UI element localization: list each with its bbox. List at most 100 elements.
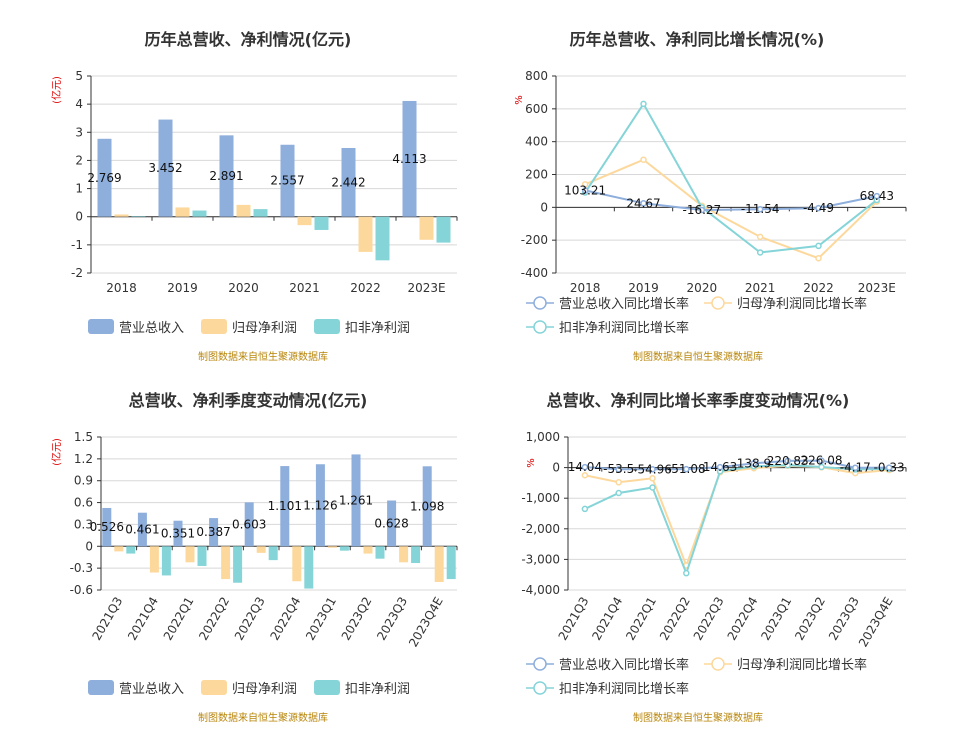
data-label: 0.461 bbox=[125, 522, 159, 536]
point-revenue bbox=[750, 460, 758, 467]
data-label: 2.891 bbox=[209, 169, 243, 183]
x-tick-label: 2019 bbox=[167, 281, 198, 295]
bar-deducted bbox=[436, 216, 451, 243]
bar-deducted bbox=[411, 546, 421, 564]
y-axis-unit: (亿元) bbox=[50, 76, 63, 104]
y-tick-label: -3,000 bbox=[521, 552, 560, 566]
bar-net_profit bbox=[434, 546, 444, 582]
bar-revenue bbox=[209, 518, 219, 547]
legend-swatch-marker bbox=[533, 657, 547, 671]
x-tick-label: 2020 bbox=[228, 281, 259, 295]
y-tick-label: 0 bbox=[540, 200, 548, 214]
bar-revenue bbox=[280, 466, 290, 547]
point-revenue bbox=[581, 463, 589, 471]
bar-revenue bbox=[341, 147, 356, 217]
point-revenue bbox=[698, 206, 706, 214]
point-revenue bbox=[716, 463, 724, 471]
bar-revenue bbox=[102, 507, 112, 547]
chart-quarterly_growth: 总营收、净利同比增长率季度变动情况(%)% -4,000 -3,000 -2,000 -… bbox=[521, 391, 907, 724]
data-label: 4.113 bbox=[392, 152, 426, 166]
bar-revenue bbox=[219, 135, 234, 217]
point-revenue bbox=[784, 457, 791, 465]
data-label: 103.21 bbox=[564, 183, 606, 197]
bar-deducted bbox=[161, 546, 171, 576]
point-revenue bbox=[649, 466, 656, 473]
x-tick-label: 2020 bbox=[687, 281, 718, 295]
bar-revenue bbox=[402, 100, 417, 217]
data-label: -16.27 bbox=[682, 203, 721, 217]
data-label: -11.54 bbox=[741, 202, 780, 216]
x-tick-label: 2021Q4 bbox=[589, 595, 625, 643]
bar-net_profit bbox=[297, 216, 312, 226]
point-net_profit bbox=[581, 181, 589, 188]
x-tick-label: 2022Q1 bbox=[623, 595, 659, 643]
legend-label: 归母净利润 bbox=[232, 682, 297, 697]
data-label: 1.126 bbox=[303, 498, 337, 512]
data-label: -4.49 bbox=[803, 201, 834, 215]
x-tick-label: 2022Q4 bbox=[267, 595, 303, 643]
legend-label: 营业总收入同比增长率 bbox=[559, 296, 689, 312]
bar-deducted bbox=[375, 546, 385, 559]
x-tick-label: 2021Q3 bbox=[89, 595, 125, 643]
bar-deducted bbox=[446, 546, 456, 580]
legend-label: 归母净利润同比增长率 bbox=[737, 296, 867, 312]
bar-deducted bbox=[314, 216, 329, 230]
bar-deducted bbox=[268, 546, 278, 561]
x-tick-label: 2022Q2 bbox=[657, 595, 693, 643]
bar-net_profit bbox=[399, 546, 409, 563]
bar-net_profit bbox=[185, 546, 195, 563]
data-label: 1.261 bbox=[339, 493, 373, 507]
y-tick-label: 4 bbox=[75, 97, 83, 111]
bar-revenue bbox=[280, 144, 295, 217]
x-tick-label: 2023Q4E bbox=[856, 595, 896, 650]
bar-revenue bbox=[351, 454, 361, 547]
y-tick-label: 3 bbox=[75, 125, 83, 139]
point-net_profit bbox=[756, 233, 764, 241]
legend-label: 营业总收入同比增长率 bbox=[559, 657, 689, 673]
bar-deducted bbox=[304, 546, 314, 589]
legend-swatch bbox=[201, 680, 227, 695]
y-tick-label: -0.6 bbox=[70, 583, 93, 597]
y-tick-label: 400 bbox=[525, 135, 548, 149]
line-revenue bbox=[584, 189, 878, 212]
legend-swatch-marker bbox=[711, 657, 725, 671]
legend-swatch bbox=[314, 319, 340, 334]
point-net_profit bbox=[815, 254, 822, 262]
data-label: 24.67 bbox=[626, 196, 660, 210]
bar-net_profit bbox=[114, 214, 129, 217]
legend-label: 扣非净利润 bbox=[345, 682, 410, 697]
line-net_profit bbox=[584, 158, 878, 260]
y-tick-label: 5 bbox=[75, 69, 83, 83]
point-revenue bbox=[683, 465, 690, 473]
point-revenue bbox=[815, 204, 822, 212]
y-tick-label: -400 bbox=[521, 266, 548, 280]
data-label: 3.452 bbox=[148, 161, 182, 175]
bar-net_profit bbox=[419, 216, 434, 240]
legend-swatch-marker bbox=[711, 296, 725, 310]
point-revenue bbox=[852, 464, 859, 471]
bar-net_profit bbox=[114, 546, 124, 552]
y-axis-unit: % bbox=[526, 458, 537, 468]
x-tick-label: 2023Q1 bbox=[303, 595, 339, 643]
point-deducted bbox=[640, 100, 647, 108]
y-tick-label: 0.6 bbox=[74, 496, 93, 510]
data-label: -53.5 bbox=[603, 462, 634, 476]
line-deducted bbox=[584, 101, 878, 254]
point-revenue bbox=[756, 205, 764, 213]
chart-annual_amount: 历年总营收、净利情况(亿元) (亿元) -2 -1 0 1 2 3 4 5 2018 2019 2020… bbox=[50, 30, 458, 363]
chart-title: 历年总营收、净利同比增长情况(%) bbox=[570, 30, 825, 49]
chart-title: 历年总营收、净利情况(亿元) bbox=[145, 30, 352, 49]
bar-net_profit bbox=[292, 546, 302, 582]
line-deducted bbox=[584, 464, 890, 577]
point-revenue bbox=[885, 464, 893, 471]
data-label: -54.96 bbox=[633, 462, 672, 476]
y-tick-label: -1 bbox=[71, 238, 83, 252]
chart-title: 总营收、净利季度变动情况(亿元) bbox=[129, 391, 368, 410]
data-label: 0.387 bbox=[196, 525, 230, 539]
y-tick-label: 1,000 bbox=[526, 430, 560, 444]
x-tick-label: 2022Q2 bbox=[196, 595, 232, 643]
y-tick-label: -2,000 bbox=[521, 522, 560, 536]
x-tick-label: 2023Q4E bbox=[406, 595, 446, 650]
y-tick-label: 2 bbox=[75, 153, 83, 167]
point-revenue bbox=[615, 465, 622, 473]
